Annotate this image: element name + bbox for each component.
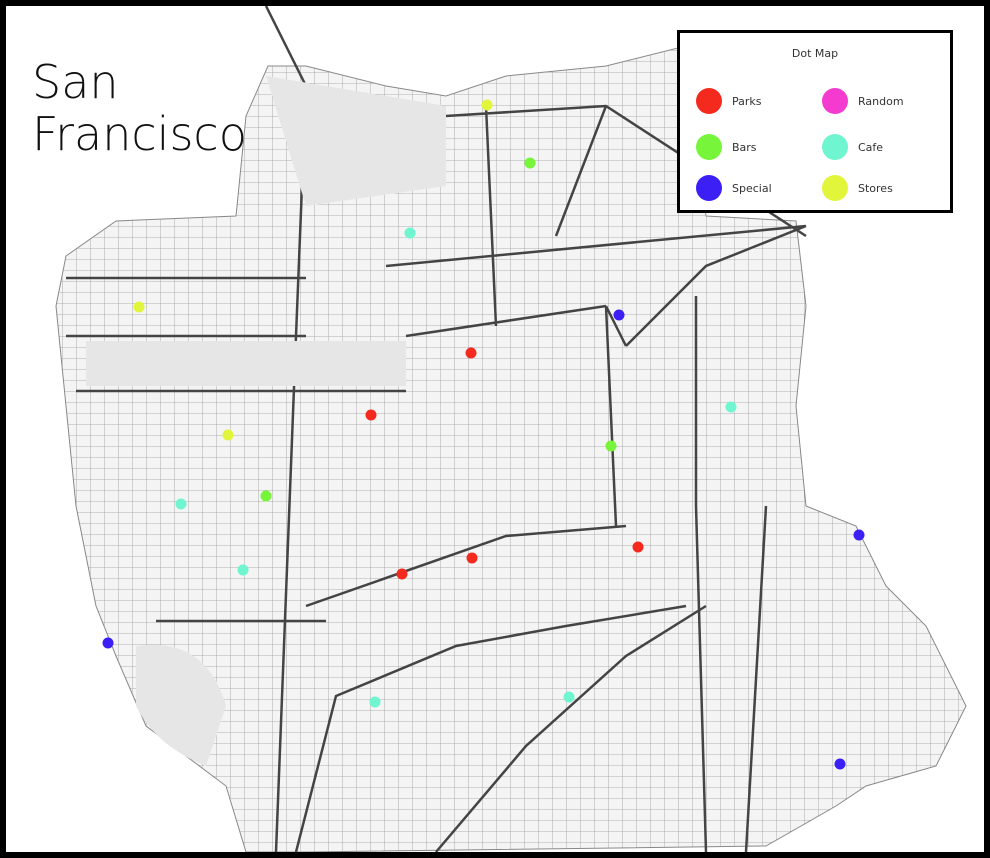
legend-swatch (822, 88, 848, 114)
map-dot (404, 227, 416, 239)
legend-item: Random (822, 88, 904, 114)
map-dot (524, 157, 536, 169)
legend-title: Dot Map (791, 47, 839, 60)
map-dot (613, 309, 625, 321)
legend-label: Random (858, 94, 904, 108)
legend-item: Special (696, 175, 772, 201)
map-dot (465, 347, 477, 359)
legend-swatch (696, 134, 722, 160)
map-dot (853, 529, 865, 541)
map-dot (260, 490, 272, 502)
legend-label: Parks (732, 94, 762, 108)
map-dot (133, 301, 145, 313)
legend-swatch (822, 134, 848, 160)
map-dot (369, 696, 381, 708)
legend-label: Cafe (858, 140, 884, 154)
major-roads (66, 6, 807, 852)
map-dot (175, 498, 187, 510)
map-dot (466, 552, 478, 564)
legend-item: Parks (696, 88, 762, 114)
legend-item: Cafe (822, 134, 883, 160)
legend-swatch (696, 88, 722, 114)
legend-swatch (822, 175, 848, 201)
legend: Dot Map Parks Random Bars Cafe Special Stores (677, 30, 953, 213)
parks (86, 76, 446, 766)
map-dot (222, 429, 234, 441)
legend-item: Stores (822, 175, 893, 201)
legend-item: Bars (696, 134, 757, 160)
map-dot (396, 568, 408, 580)
legend-label: Special (732, 181, 772, 195)
map-dot (834, 758, 846, 770)
map-dot (481, 99, 493, 111)
map (55, 6, 967, 852)
map-dot (102, 637, 114, 649)
legend-swatch (696, 175, 722, 201)
map-dot (725, 401, 737, 413)
map-dot (563, 691, 575, 703)
map-title: San Francisco (32, 55, 247, 161)
map-dot (605, 440, 617, 452)
map-dot (632, 541, 644, 553)
legend-label: Stores (858, 181, 893, 195)
map-dot (237, 564, 249, 576)
legend-label: Bars (732, 140, 757, 154)
map-dot (365, 409, 377, 421)
